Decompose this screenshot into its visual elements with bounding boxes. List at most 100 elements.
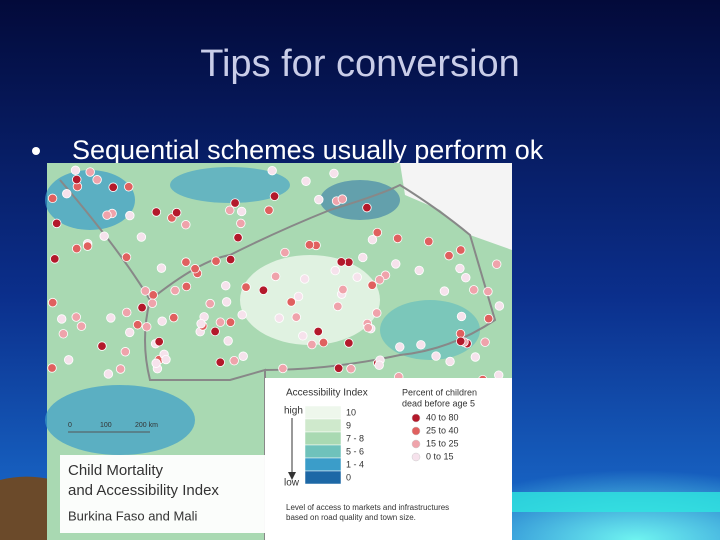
legend-dot: [411, 413, 421, 423]
map-dot: [372, 227, 383, 238]
legend-label: 0 to 15: [426, 451, 454, 461]
map-dot: [291, 312, 301, 322]
map-dot: [148, 290, 158, 300]
legend-dot: [411, 452, 421, 462]
map-dot: [358, 252, 368, 263]
map-dot: [196, 318, 206, 329]
map-dot: [372, 308, 382, 318]
map-dot: [293, 291, 304, 302]
map-dot: [106, 313, 116, 323]
map-dot: [70, 165, 81, 176]
map-dot: [115, 364, 126, 374]
legend-swatch: [304, 457, 342, 472]
bullet-text: Sequential schemes usually perform ok: [72, 135, 544, 165]
map-dot: [333, 363, 344, 373]
map-dot: [492, 259, 502, 269]
map-dot: [63, 355, 74, 365]
map-dot: [494, 301, 505, 311]
map-dot: [395, 342, 405, 352]
outside-area: [400, 163, 512, 250]
map-dot: [52, 218, 62, 229]
map-dot: [304, 240, 315, 250]
low-area: [45, 385, 195, 455]
bullet-dot: [32, 147, 40, 155]
legend-label: 5 - 6: [346, 446, 364, 456]
map-dot: [444, 250, 454, 261]
map-dot: [205, 298, 215, 309]
legend-label: 10: [346, 407, 356, 417]
map-dot: [274, 313, 284, 323]
legend-arrow-head: [288, 472, 296, 480]
map-dot: [190, 264, 200, 274]
map-dot: [480, 337, 490, 347]
map-dot: [363, 323, 373, 333]
map-dot: [97, 341, 107, 351]
map-dot: [391, 259, 401, 269]
map-dot: [258, 285, 269, 295]
map-dot: [48, 297, 58, 308]
map-dot: [137, 302, 147, 313]
map-dot: [267, 165, 277, 176]
legend-dot: [411, 439, 421, 449]
map-dot: [147, 298, 158, 309]
map-dot: [456, 245, 466, 255]
legend-swatch: [304, 444, 342, 459]
scale-label: 0: [68, 422, 72, 429]
map-dot: [181, 257, 191, 267]
map-dot: [76, 321, 87, 331]
high-area: [240, 255, 380, 345]
legend-dot: [411, 426, 421, 436]
map-dot: [236, 206, 247, 217]
map-dot: [392, 233, 403, 244]
map-dot: [362, 202, 372, 213]
map-dot: [431, 351, 441, 361]
map-dot: [50, 254, 60, 264]
dots: [47, 165, 505, 385]
map-dot: [470, 352, 481, 362]
map-dot: [230, 198, 240, 208]
map-dot: [102, 210, 112, 220]
map-dot: [455, 263, 465, 274]
map-title: and Accessibility Index: [68, 482, 219, 499]
map-dot: [301, 176, 311, 186]
map-dot: [264, 205, 274, 215]
map-dot: [270, 271, 281, 282]
map-dot: [330, 265, 340, 276]
map-dot: [225, 317, 236, 327]
map-dot: [233, 232, 243, 243]
map-dot: [238, 351, 248, 361]
map-dot: [241, 282, 251, 292]
map-dot: [47, 193, 58, 204]
legend-title: Percent of children: [402, 387, 477, 397]
map-title: Child Mortality: [68, 462, 164, 479]
map-dot: [223, 336, 233, 346]
map-dot: [278, 363, 288, 374]
map-dot: [237, 310, 247, 320]
map-dot: [469, 285, 479, 295]
map-dot: [85, 167, 95, 177]
map-dot: [439, 286, 450, 296]
legend-note: based on road quality and town size.: [286, 513, 416, 522]
map-dot: [72, 174, 82, 185]
map-dot: [344, 338, 354, 348]
legend-swatch: [304, 470, 342, 485]
map-dot: [280, 247, 290, 258]
legend-label: 0: [346, 472, 351, 482]
map-dot: [210, 326, 220, 337]
map-dot: [483, 286, 493, 297]
scale-label: 200 km: [135, 422, 158, 429]
map-dot: [124, 182, 134, 192]
map-dot: [62, 189, 72, 199]
map-dot: [367, 235, 378, 245]
map-dot: [122, 307, 132, 318]
map-dot: [151, 358, 161, 368]
map-dot: [313, 326, 323, 337]
map-dot: [307, 339, 317, 350]
map-dot: [314, 194, 324, 205]
water: [512, 492, 720, 512]
legend-swatch: [304, 418, 342, 433]
legend-title: Accessibility Index: [286, 388, 368, 399]
map-dot: [57, 314, 67, 324]
map-dot: [154, 336, 164, 347]
